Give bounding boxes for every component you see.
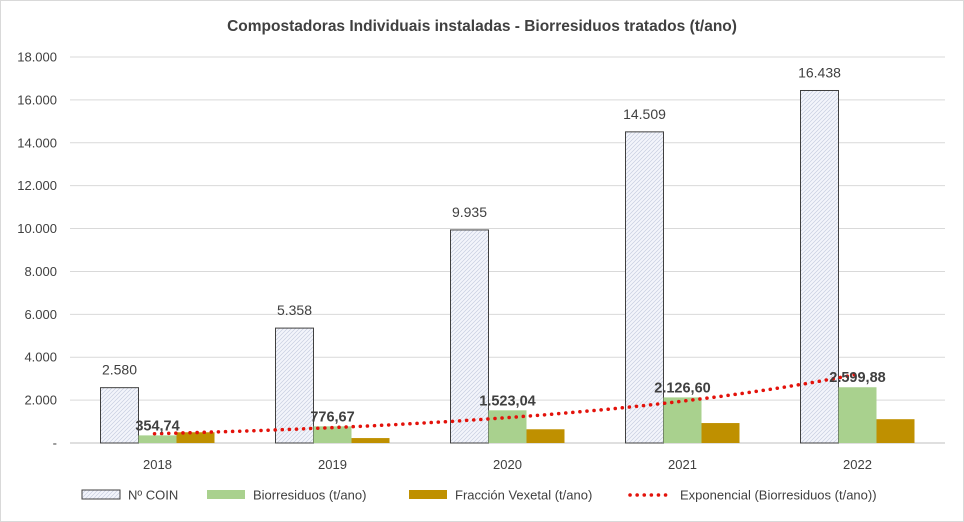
y-tick-label: 12.000 — [17, 178, 57, 193]
y-tick-label: 18.000 — [17, 50, 57, 65]
legend-label: Nº COIN — [128, 488, 178, 503]
bar-n-coin — [100, 387, 139, 444]
data-label-biorresiduos: 776,67 — [310, 409, 354, 425]
gridlines — [70, 56, 945, 401]
legend-exponencial: Exponencial (Biorresiduos (t/ano)) — [628, 488, 877, 503]
y-tick-label: 6.000 — [24, 307, 57, 322]
bar-biorresiduos — [313, 426, 352, 443]
data-label-n-coin: 5.358 — [277, 302, 312, 318]
bar-n-coin — [625, 131, 664, 444]
legend-swatch — [409, 490, 447, 499]
legend-label: Exponencial (Biorresiduos (t/ano)) — [680, 488, 877, 503]
data-label-biorresiduos: 1.523,04 — [479, 393, 535, 409]
y-tick-label: 14.000 — [17, 135, 57, 150]
bar-biorresiduos — [838, 387, 877, 443]
y-tick-label: 10.000 — [17, 221, 57, 236]
bar-biorresiduos — [138, 435, 177, 443]
x-tick-label: 2021 — [668, 457, 697, 472]
legend-label: Fracción Vexetal (t/ano) — [455, 488, 592, 503]
bar-n-coin — [450, 229, 489, 444]
x-tick-label: 2020 — [493, 457, 522, 472]
bar-fraccion-vexetal — [351, 438, 390, 443]
legend-label: Biorresiduos (t/ano) — [253, 488, 366, 503]
data-label-n-coin: 14.509 — [623, 106, 666, 122]
data-label-n-coin: 9.935 — [452, 204, 487, 220]
y-tick-label: 2.000 — [24, 393, 57, 408]
bar-n-coin — [800, 89, 839, 444]
axes: - 2.000 4.000 6.000 8.000 10.000 12.000 14.000 1… — [17, 50, 945, 472]
data-labels: 2.580 5.358 9.935 14.509 16.438 354,74 776,67 1… — [102, 64, 886, 434]
data-label-biorresiduos: 354,74 — [135, 418, 179, 434]
data-label-biorresiduos: 2.126,60 — [654, 380, 710, 396]
data-label-biorresiduos: 2.599,88 — [829, 370, 885, 386]
y-tick-label: 4.000 — [24, 350, 57, 365]
x-tick-label: 2018 — [143, 457, 172, 472]
bar-biorresiduos — [663, 397, 702, 443]
legend-swatch — [81, 489, 121, 500]
data-label-n-coin: 2.580 — [102, 362, 137, 378]
x-tick-label: 2019 — [318, 457, 347, 472]
x-tick-label: 2022 — [843, 457, 872, 472]
y-tick-label: - — [53, 436, 57, 451]
chart-title: Compostadoras Individuais instaladas - B… — [227, 18, 737, 35]
data-label-n-coin: 16.438 — [798, 64, 841, 80]
bar-fraccion-vexetal — [876, 419, 915, 443]
legend: Nº COIN Biorresiduos (t/ano) Fracción Vexe… — [81, 488, 877, 503]
y-tick-label: 16.000 — [17, 92, 57, 107]
legend-swatch — [207, 490, 245, 499]
bar-biorresiduos — [488, 410, 527, 443]
legend-fraccion-vexetal: Fracción Vexetal (t/ano) — [409, 488, 592, 503]
y-tick-label: 8.000 — [24, 264, 57, 279]
bar-fraccion-vexetal — [701, 423, 740, 443]
bar-n-coin — [275, 327, 314, 444]
bar-fraccion-vexetal — [526, 429, 565, 443]
legend-n-coin: Nº COIN — [81, 488, 178, 503]
bar-fraccion-vexetal — [176, 432, 215, 443]
legend-biorresiduos: Biorresiduos (t/ano) — [207, 488, 366, 503]
